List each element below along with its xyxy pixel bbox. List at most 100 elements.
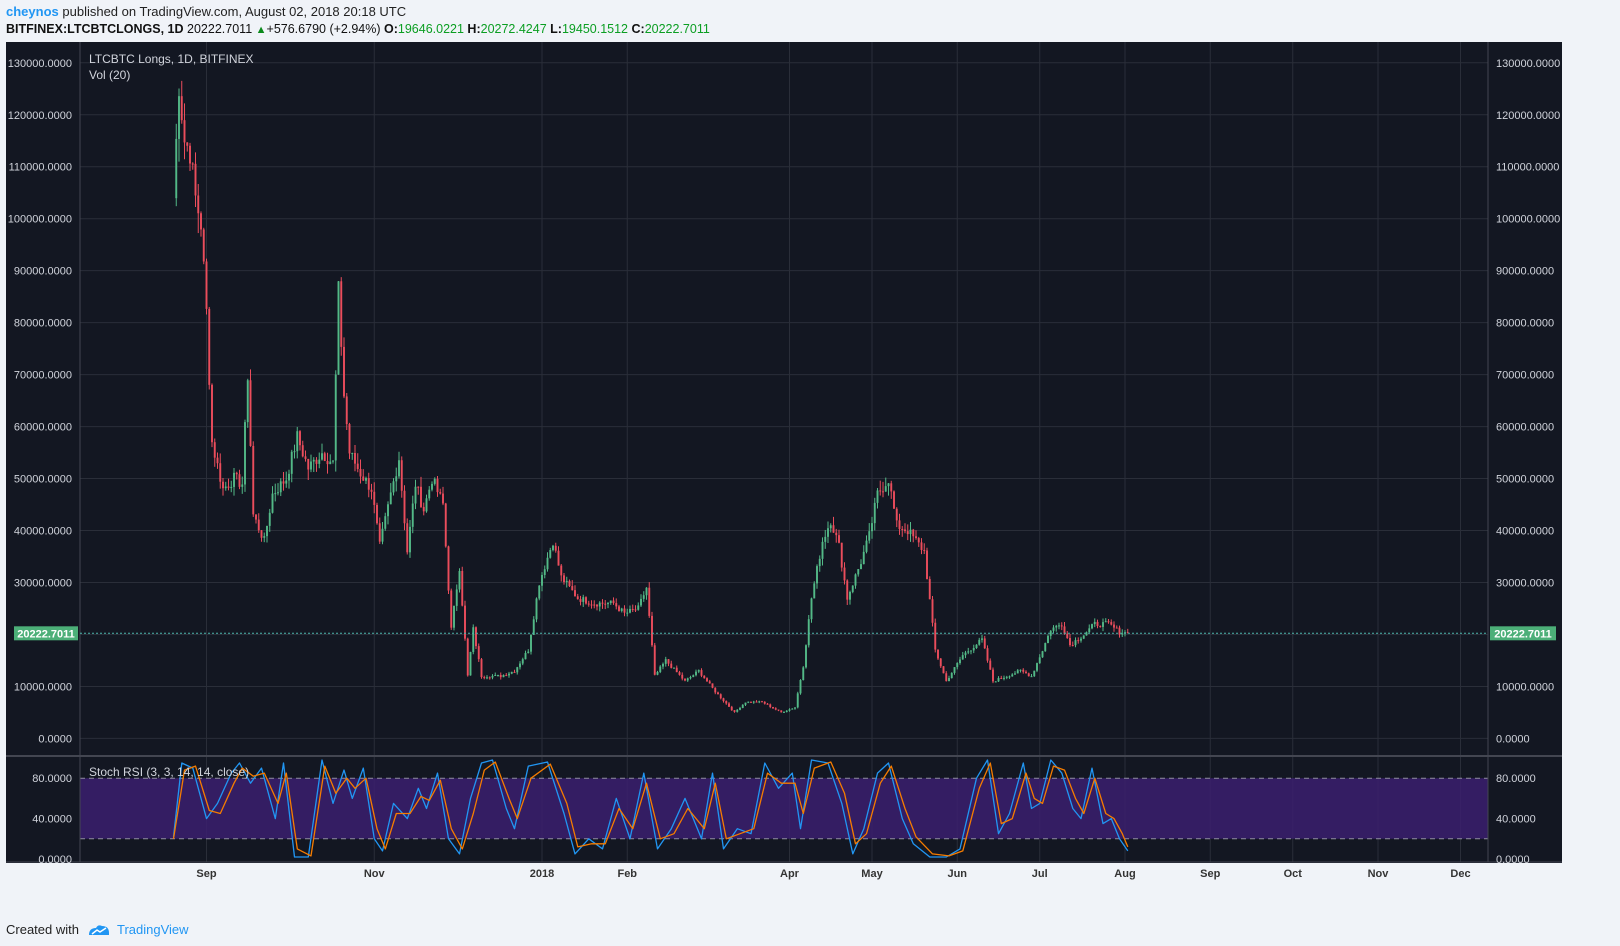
candle-body xyxy=(785,710,788,712)
candle-body xyxy=(1025,671,1027,674)
candle-body xyxy=(213,442,216,458)
candle-body xyxy=(1088,628,1091,633)
candle-body xyxy=(799,680,802,694)
candle-body xyxy=(318,459,321,464)
candle-body xyxy=(1044,643,1047,652)
candle-body xyxy=(686,678,689,681)
candle-body xyxy=(252,445,255,515)
symbol-info-bar: BITFINEX:LTCBTCLONGS, 1D 20222.7011 ▲+57… xyxy=(6,22,710,36)
candle-body xyxy=(719,694,722,699)
candle-body xyxy=(648,587,651,616)
candle-body xyxy=(1022,669,1025,672)
candle-body xyxy=(912,529,915,537)
candle-body xyxy=(505,675,508,677)
candle-body xyxy=(359,468,362,477)
rsi-y-tick-right: 80.0000 xyxy=(1496,773,1536,785)
candle-body xyxy=(488,677,491,679)
candle-body xyxy=(887,483,890,487)
y-tick-label-right: 60000.0000 xyxy=(1496,422,1554,434)
candle-body xyxy=(818,558,821,567)
candle-body xyxy=(835,532,838,536)
candle-body xyxy=(942,666,945,674)
candle-body xyxy=(981,638,983,640)
candle-body xyxy=(326,460,329,465)
candle-body xyxy=(238,474,241,487)
y-tick-label-right: 40000.0000 xyxy=(1496,526,1554,538)
candle-body xyxy=(444,503,447,547)
candle-body xyxy=(1027,673,1030,677)
candle-body xyxy=(667,659,670,664)
candle-body xyxy=(939,658,942,667)
y-tick-label-right: 90000.0000 xyxy=(1496,266,1554,278)
candle-body xyxy=(370,489,373,492)
candle-body xyxy=(521,659,524,664)
candle-body xyxy=(180,96,183,121)
x-tick-label: Sep xyxy=(196,868,216,880)
candle-body xyxy=(1038,657,1041,664)
candle-body xyxy=(871,523,873,532)
candle-body xyxy=(373,491,376,505)
candle-body xyxy=(873,502,876,524)
y-tick-label-left: 0.0000 xyxy=(38,733,72,745)
candle-body xyxy=(634,609,637,611)
candle-body xyxy=(695,671,697,676)
candle-body xyxy=(546,557,549,570)
candle-body xyxy=(645,587,648,596)
candle-body xyxy=(761,701,763,703)
candle-body xyxy=(227,486,230,488)
candle-body xyxy=(1041,651,1044,658)
candle-body xyxy=(527,651,530,653)
candle-body xyxy=(574,590,576,597)
x-tick-label: Sep xyxy=(1200,868,1220,880)
tradingview-link[interactable]: TradingView xyxy=(116,922,189,937)
publisher-name[interactable]: cheynos xyxy=(6,4,59,19)
candle-body xyxy=(519,663,521,668)
candle-body xyxy=(472,627,475,652)
candle-body xyxy=(348,424,351,454)
y-tick-label-left: 10000.0000 xyxy=(14,681,72,693)
candle-body xyxy=(673,667,675,669)
last-price-tag-left xyxy=(14,626,78,641)
candle-body xyxy=(590,604,593,606)
candle-body xyxy=(1063,626,1066,634)
candle-body xyxy=(356,463,359,469)
candle-body xyxy=(1126,632,1129,634)
candle-body xyxy=(846,580,849,600)
candle-body xyxy=(607,603,609,605)
y-tick-label-left: 40000.0000 xyxy=(14,526,72,538)
stoch-rsi-lines xyxy=(172,759,1129,858)
candle-body xyxy=(928,578,931,600)
candle-body xyxy=(717,692,719,695)
tradingview-logo-icon[interactable] xyxy=(87,923,111,937)
published-text: published on TradingView.com, August 02,… xyxy=(62,4,407,19)
candle-body xyxy=(1102,622,1104,627)
x-tick-label: Oct xyxy=(1284,868,1303,880)
candle-body xyxy=(670,663,673,668)
candle-body xyxy=(216,457,219,464)
candle-body xyxy=(425,498,428,512)
stoch-rsi-k-line xyxy=(172,759,1129,858)
candle-body xyxy=(233,472,235,487)
candle-body xyxy=(840,542,843,568)
candle-body xyxy=(439,492,442,494)
candle-body xyxy=(612,600,615,604)
candle-body xyxy=(367,478,370,490)
candle-body xyxy=(422,506,425,512)
candle-body xyxy=(458,570,461,590)
candle-body xyxy=(1080,638,1082,641)
y-tick-label-right: 30000.0000 xyxy=(1496,577,1554,589)
candle-body xyxy=(191,163,194,165)
candle-body xyxy=(491,675,494,678)
candle-body xyxy=(200,213,202,230)
candle-body xyxy=(909,529,912,535)
candle-body xyxy=(530,634,532,652)
candle-body xyxy=(557,550,560,566)
candle-body xyxy=(920,542,923,550)
candle-body xyxy=(832,525,835,533)
candle-body xyxy=(662,663,664,667)
chart-canvas[interactable]: Sep Nov 2018 Feb Apr May Jun Jul Aug Sep Oct Nov Dec… xyxy=(6,42,1562,882)
candle-body xyxy=(895,508,898,521)
candle-body xyxy=(433,478,436,484)
y-tick-label-right: 10000.0000 xyxy=(1496,681,1554,693)
candle-body xyxy=(329,461,332,465)
